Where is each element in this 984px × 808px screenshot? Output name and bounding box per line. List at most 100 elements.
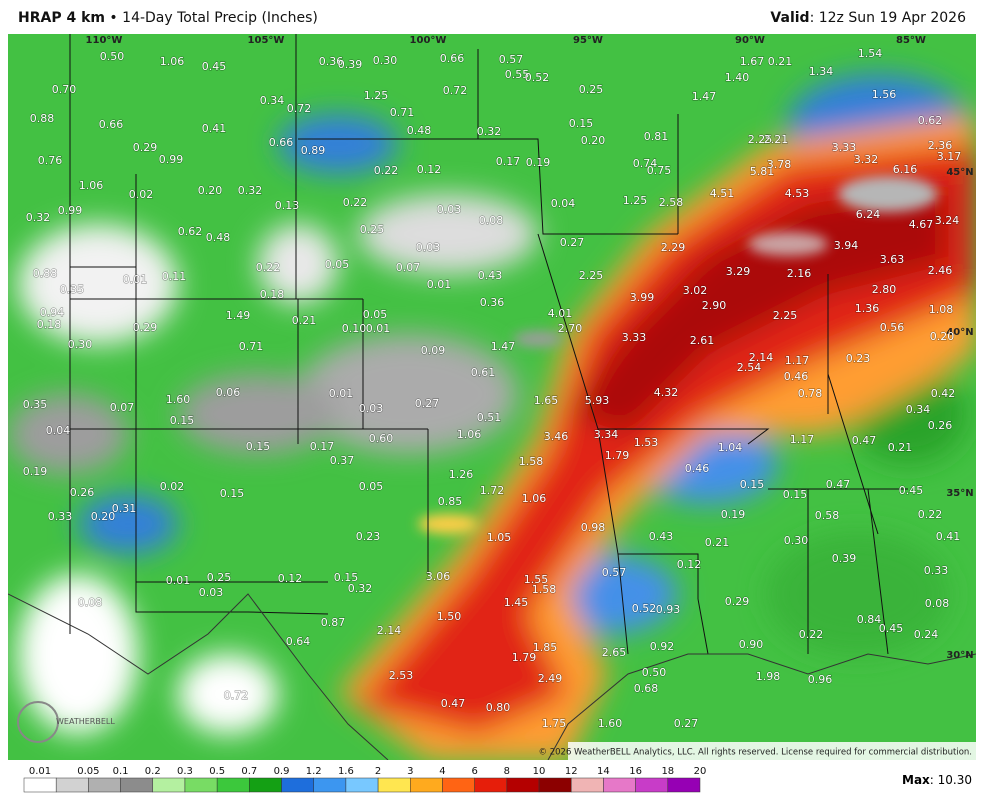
precip-value: 1.98 [756, 670, 781, 683]
precip-value: 0.87 [321, 616, 346, 629]
precip-value: 0.81 [644, 130, 669, 143]
lon-label: 95°W [573, 35, 603, 46]
legend-label: 1.2 [306, 766, 322, 777]
precip-value: 0.19 [23, 465, 48, 478]
precip-value: 0.43 [478, 269, 503, 282]
precip-value: 0.30 [784, 534, 809, 547]
legend-label: 1.6 [338, 766, 354, 777]
legend-swatch [667, 777, 701, 793]
point-labels: 0.50 1.06 0.450.700.88 0.66 0.410.290.990.76… [22, 46, 962, 730]
precip-value: 0.98 [581, 521, 606, 534]
precip-value: 1.60 [166, 393, 191, 406]
precip-value: 0.09 [421, 344, 446, 357]
precip-value: 0.04 [46, 424, 71, 437]
precip-value: 6.24 [856, 208, 881, 221]
precip-value: 0.75 [647, 164, 672, 177]
legend-swatch [570, 777, 604, 793]
precip-value: 0.15 [783, 488, 808, 501]
legend-label: 0.9 [274, 766, 290, 777]
precip-value: 0.36 [319, 55, 344, 68]
precip-value: 0.01 [366, 322, 391, 335]
precip-value: 5.93 [585, 394, 610, 407]
lat-label: 45°N [946, 167, 973, 178]
precip-value: 0.02 [129, 188, 154, 201]
precip-value: 3.78 [767, 158, 792, 171]
legend-swatch [442, 777, 475, 793]
precip-value: 1.25 [623, 194, 648, 207]
precip-value: 2.25 [773, 309, 798, 322]
precip-value: 0.20 [91, 510, 116, 523]
precip-value: 0.04 [551, 197, 576, 210]
precip-value: 1.25 [364, 89, 389, 102]
precip-value: 2.58 [659, 196, 684, 209]
precip-value: 0.03 [199, 586, 224, 599]
precip-value: 0.03 [359, 402, 384, 415]
precip-value: 1.06 [522, 492, 547, 505]
precip-value: 1.05 [487, 531, 512, 544]
precip-value: 0.32 [477, 125, 502, 138]
precip-field [8, 34, 976, 760]
precip-value: 3.17 [937, 150, 962, 163]
precip-value: 0.19 [526, 156, 551, 169]
precip-value: 1.58 [519, 455, 544, 468]
precip-value: 0.15 [740, 478, 765, 491]
legend-label: 0.7 [241, 766, 257, 777]
precip-value: 0.01 [123, 273, 148, 286]
precip-value: 0.03 [416, 241, 441, 254]
precip-value: 2.49 [538, 672, 563, 685]
legend-swatch [538, 777, 572, 793]
legend-label: 16 [629, 766, 642, 777]
precip-value: 0.25 [207, 571, 232, 584]
precip-value: 2.25 [579, 269, 604, 282]
precip-value: 0.45 [202, 60, 227, 73]
lat-label: 30°N [946, 650, 973, 661]
legend-label: 3 [407, 766, 413, 777]
lon-label: 110°W [86, 35, 123, 46]
precip-value: 0.93 [656, 603, 681, 616]
precip-value: 0.15 [246, 440, 271, 453]
precip-value: 6.16 [893, 163, 918, 176]
state-borders [8, 34, 976, 760]
precip-value: 0.21 [705, 536, 730, 549]
precip-value: 0.99 [159, 153, 184, 166]
precip-value: 0.22 [256, 261, 281, 274]
precip-value: 1.04 [718, 441, 743, 454]
precip-value: 2.46 [928, 264, 953, 277]
precip-value: 3.33 [832, 141, 857, 154]
precip-value: 0.66 [269, 136, 294, 149]
legend-label: 12 [565, 766, 578, 777]
legend: 0.01 0.05 0.1 0.2 0.3 0.5 0.7 0.9 1.2 1.6 2 3 4 6 8 10 1… [23, 766, 972, 793]
precip-value: 1.34 [809, 65, 834, 78]
precip-value: 1.79 [605, 449, 630, 462]
precip-value: 1.17 [785, 354, 810, 367]
precip-value: 0.92 [650, 640, 675, 653]
precip-value: 0.62 [918, 114, 943, 127]
precip-value: 0.29 [133, 141, 158, 154]
copyright-bg [568, 742, 976, 760]
precip-value: 0.78 [798, 387, 823, 400]
precip-value: 0.05 [325, 258, 350, 271]
precip-value: 1.65 [534, 394, 559, 407]
precip-value: 1.49 [226, 309, 251, 322]
logo: WEATHERBELL [17, 701, 115, 743]
precip-value: 2.25 [748, 133, 773, 146]
precip-value: 0.90 [739, 638, 764, 651]
legend-swatch [410, 777, 443, 793]
precip-value: 0.84 [857, 613, 882, 626]
precip-value: 0.76 [38, 154, 63, 167]
precip-value: 0.66 [99, 118, 124, 131]
precip-value: 0.85 [438, 495, 463, 508]
legend-swatch [603, 777, 636, 793]
precip-value: 3.24 [935, 214, 960, 227]
precip-value: 0.71 [239, 340, 264, 353]
legend-label: 10 [533, 766, 546, 777]
legend-swatch [184, 777, 218, 793]
precip-value: 0.25 [360, 223, 385, 236]
precip-value: 0.32 [26, 211, 51, 224]
legend-label: 0.05 [77, 766, 99, 777]
precip-value: 0.94 [40, 306, 65, 319]
precip-value: 1.79 [512, 651, 537, 664]
max: Max: 10.30 [902, 773, 972, 787]
legend-swatch [249, 777, 282, 793]
precip-value: 1.56 [872, 88, 897, 101]
